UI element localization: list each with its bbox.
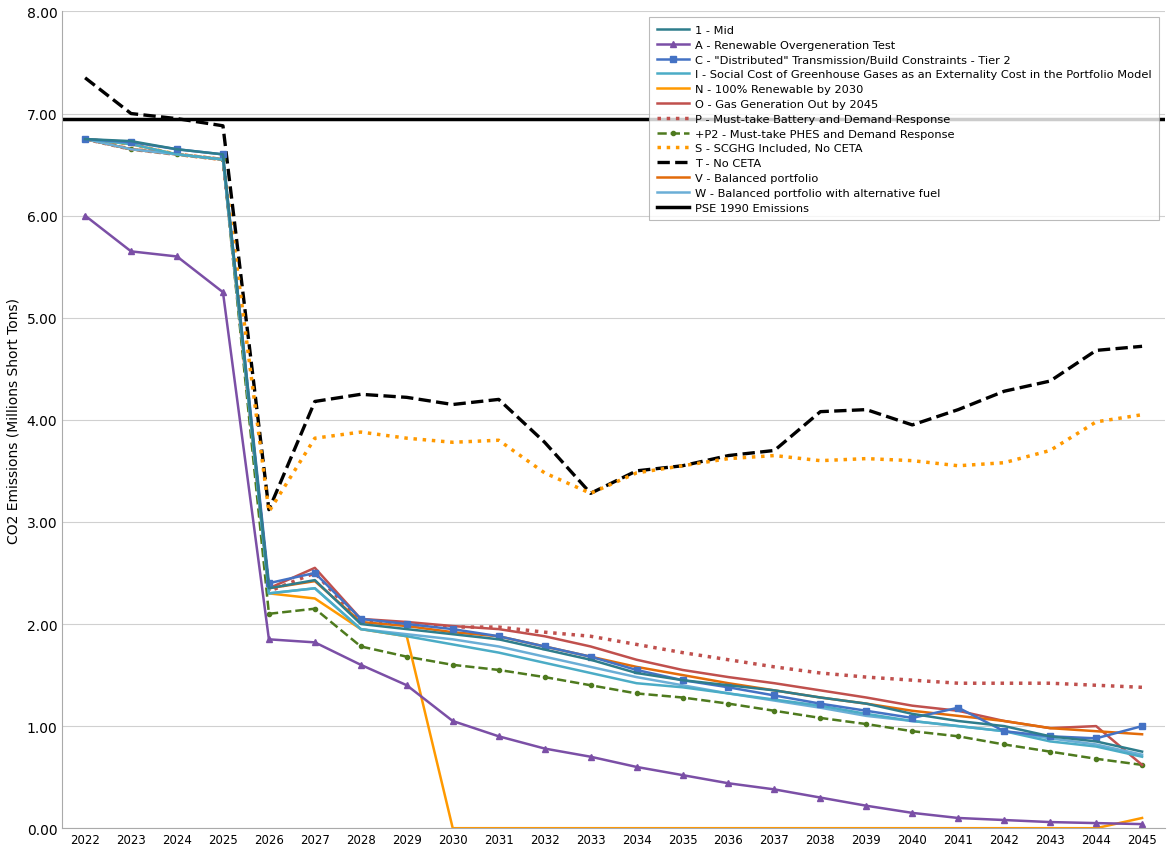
Y-axis label: CO2 Emissions (Millions Short Tons): CO2 Emissions (Millions Short Tons) bbox=[7, 298, 21, 543]
Legend: 1 - Mid, A - Renewable Overgeneration Test, C - "Distributed" Transmission/Build: 1 - Mid, A - Renewable Overgeneration Te… bbox=[649, 18, 1159, 221]
